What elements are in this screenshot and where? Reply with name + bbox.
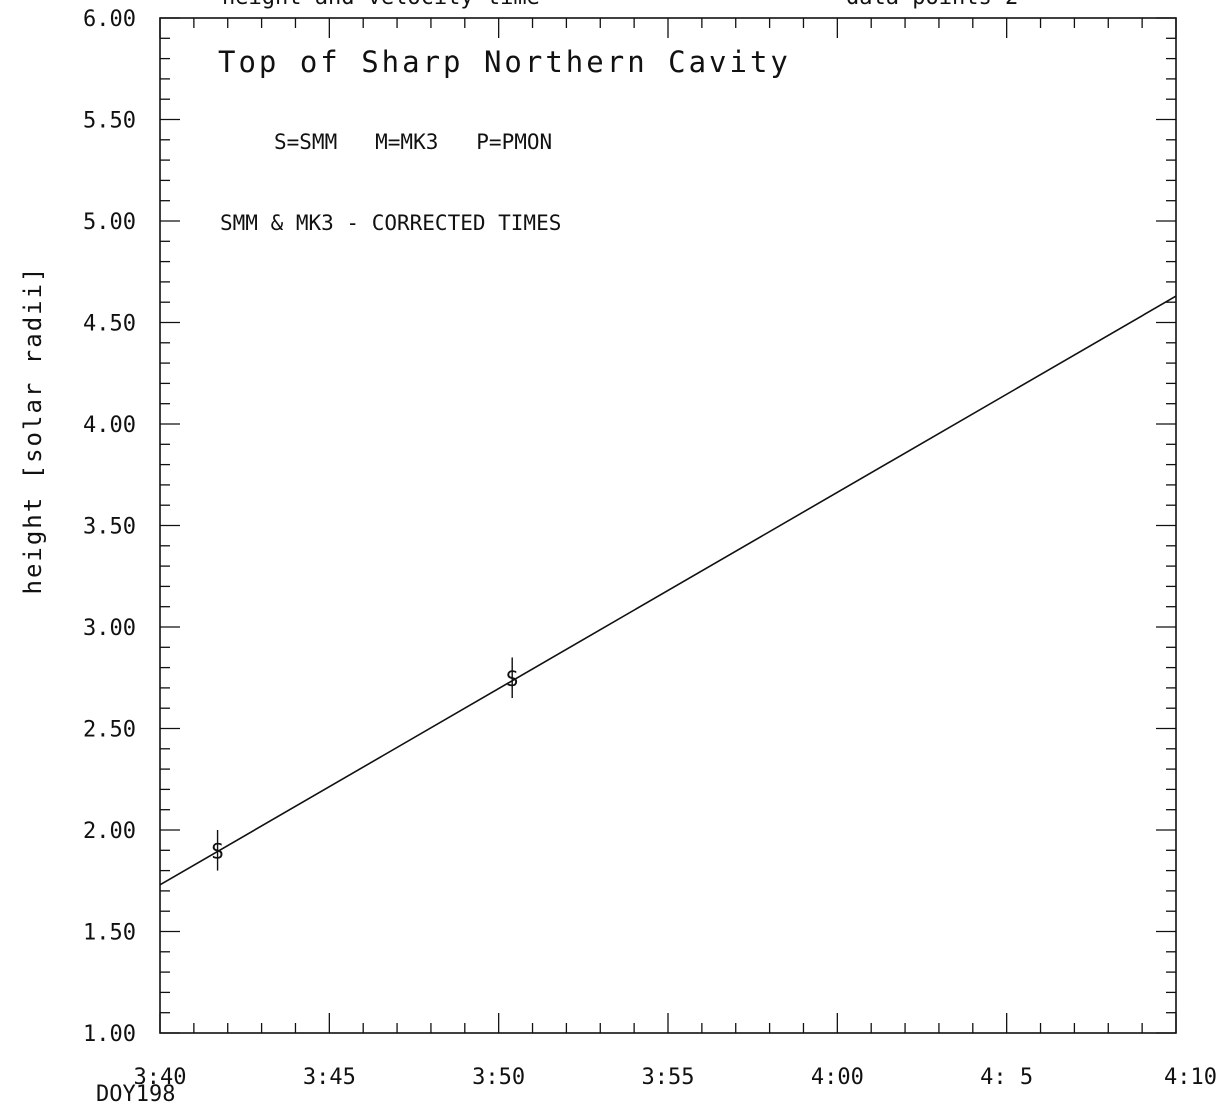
x-tick-label: 3:50	[472, 1065, 525, 1090]
axis-ticks	[159, 17, 1177, 1034]
plot-frame	[159, 17, 1177, 1034]
y-tick-label: 5.50	[83, 109, 136, 134]
x-tick-label: 3:55	[642, 1065, 695, 1090]
data-point: S	[506, 667, 519, 691]
x-tick-label: 4:00	[811, 1065, 864, 1090]
x-tick-label: 3:45	[303, 1065, 356, 1090]
y-tick-labels: 1.00 1.50 2.00 2.50 3.00 3.50 4.00 4.50 5.00 5.50…	[83, 7, 136, 1047]
x-tick-label: 3:40	[134, 1065, 187, 1090]
y-tick-label: 4.00	[83, 413, 136, 438]
header-right: data points 2	[846, 0, 1018, 10]
y-axis-label: height [solar radii]	[19, 266, 47, 595]
x-tick-label: 4:10	[1164, 1065, 1217, 1090]
y-tick-label: 2.50	[83, 718, 136, 743]
y-tick-label: 3.00	[83, 616, 136, 641]
y-tick-label: 1.00	[83, 1022, 136, 1047]
annotation-legend: S=SMM M=MK3 P=PMON	[274, 130, 552, 154]
x-sublabel: DOY198	[96, 1082, 175, 1107]
annotation-corrected: SMM & MK3 - CORRECTED TIMES	[220, 211, 561, 235]
chart-title: Top of Sharp Northern Cavity	[218, 45, 791, 79]
data-point: S	[211, 839, 224, 863]
y-tick-label: 6.00	[83, 7, 136, 32]
y-tick-label: 4.50	[83, 312, 136, 337]
y-tick-label: 5.00	[83, 210, 136, 235]
x-tick-labels: 3:40 3:45 3:50 3:55 4:00 4: 5 4:10	[134, 1065, 1217, 1090]
y-tick-label: 3.50	[83, 515, 136, 540]
plot-marks: SS	[159, 295, 1177, 886]
fit-line	[159, 295, 1177, 886]
x-tick-label: 4: 5	[980, 1065, 1033, 1090]
y-tick-label: 2.00	[83, 819, 136, 844]
header-left: height and velocity time	[222, 0, 540, 10]
y-tick-label: 1.50	[83, 921, 136, 946]
